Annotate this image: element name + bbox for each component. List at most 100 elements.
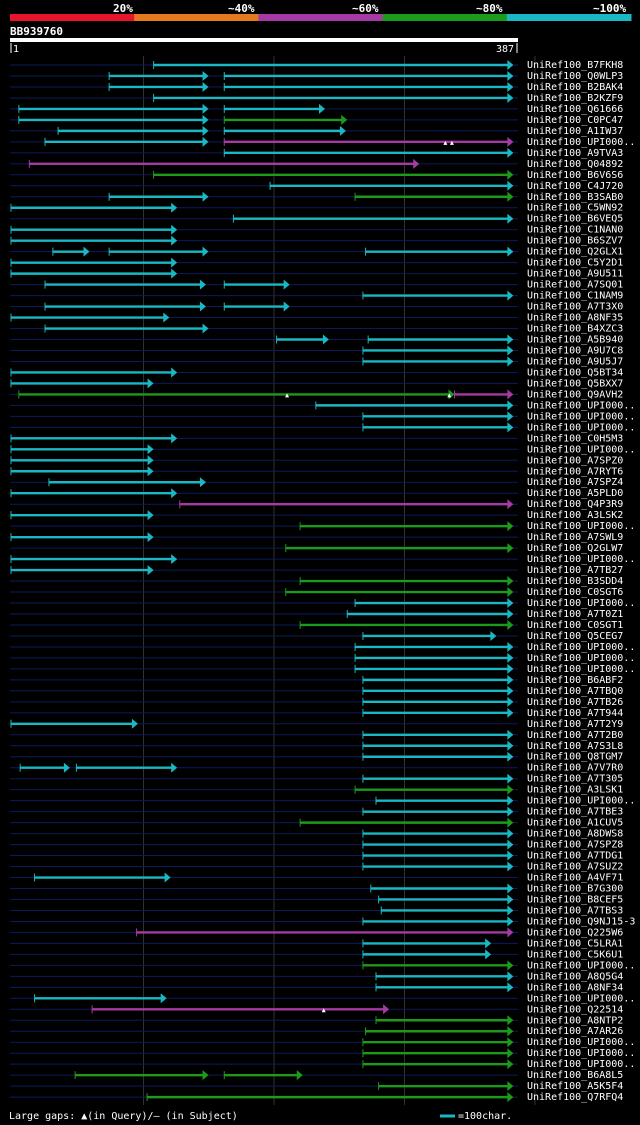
hit-row[interactable]: UniRef100_A7TBS3 bbox=[380, 905, 623, 916]
hit-label[interactable]: UniRef100_UPI000.. bbox=[527, 554, 635, 565]
hit-label[interactable]: UniRef100_A1IW37 bbox=[527, 126, 623, 137]
hit-label[interactable]: UniRef100_C0PC47 bbox=[527, 115, 623, 126]
hit-label[interactable]: UniRef100_C4J720 bbox=[527, 181, 623, 192]
hit-row[interactable]: UniRef100_A7SPZ8 bbox=[362, 839, 623, 851]
hit-row[interactable]: UniRef100_A4VF71 bbox=[34, 872, 624, 884]
hit-row[interactable]: UniRef100_A1IW37 bbox=[57, 125, 623, 137]
hit-row[interactable]: UniRef100_UPI000.. bbox=[10, 444, 635, 455]
hit-label[interactable]: UniRef100_A7RYT6 bbox=[527, 466, 623, 477]
hit-label[interactable]: UniRef100_A8Q5G4 bbox=[527, 971, 623, 982]
hit-label[interactable]: UniRef100_Q5BT34 bbox=[527, 367, 623, 378]
hit-row[interactable]: UniRef100_UPI000.. bbox=[362, 1059, 635, 1070]
hit-label[interactable]: UniRef100_A8NTP2 bbox=[527, 1015, 623, 1026]
hit-row[interactable]: UniRef100_B8CEF5 bbox=[378, 894, 624, 905]
hit-row[interactable]: UniRef100_A7AR26 bbox=[365, 1026, 624, 1037]
hit-row[interactable]: UniRef100_C4J720 bbox=[269, 180, 623, 192]
hit-label[interactable]: UniRef100_A7TBE3 bbox=[527, 807, 623, 818]
hit-label[interactable]: UniRef100_Q5CEG7 bbox=[527, 631, 623, 642]
hit-row[interactable]: UniRef100_B6A8L5 bbox=[74, 1070, 623, 1081]
hit-label[interactable]: UniRef100_UPI000.. bbox=[527, 796, 635, 807]
hit-row[interactable]: UniRef100_UPI000.. bbox=[34, 993, 636, 1004]
hit-row[interactable]: UniRef100_Q5BXX7 bbox=[10, 378, 623, 389]
hit-label[interactable]: UniRef100_C5K6U1 bbox=[527, 949, 623, 960]
hit-label[interactable]: UniRef100_B6SZV7 bbox=[527, 236, 623, 247]
hit-label[interactable]: UniRef100_A4VF71 bbox=[527, 873, 623, 884]
hit-row[interactable]: UniRef100_A8NTP2 bbox=[375, 1015, 623, 1026]
hit-label[interactable]: UniRef100_A5B940 bbox=[527, 335, 623, 346]
hit-row[interactable]: UniRef100_A9U7C8 bbox=[362, 345, 623, 356]
hit-row[interactable]: UniRef100_UPI000.. bbox=[354, 598, 635, 609]
hit-label[interactable]: UniRef100_B2KZF9 bbox=[527, 93, 623, 104]
hit-row[interactable]: UniRef100_C0SGT6 bbox=[285, 587, 624, 598]
hit-label[interactable]: UniRef100_Q5BXX7 bbox=[527, 378, 623, 389]
hit-label[interactable]: UniRef100_B2BAK4 bbox=[527, 82, 623, 93]
hit-row[interactable]: UniRef100_UPI000.. bbox=[362, 1037, 635, 1048]
hit-label[interactable]: UniRef100_UPI000.. bbox=[527, 960, 635, 971]
hit-row[interactable]: UniRef100_A7TDG1 bbox=[362, 850, 623, 862]
hit-row[interactable]: UniRef100_UPI000.. bbox=[362, 411, 635, 422]
hit-row[interactable]: UniRef100_B6VEQ5 bbox=[232, 213, 623, 225]
hit-label[interactable]: UniRef100_Q22514 bbox=[527, 1004, 623, 1015]
hit-row[interactable]: UniRef100_UPI000.. bbox=[362, 422, 635, 433]
hit-label[interactable]: UniRef100_A7T2Y9 bbox=[527, 719, 623, 730]
hit-row[interactable]: UniRef100_A7T944 bbox=[362, 707, 623, 719]
hit-row[interactable]: UniRef100_C5K6U1 bbox=[362, 949, 623, 960]
hit-row[interactable]: UniRef100_B6SZV7 bbox=[10, 235, 623, 247]
hit-label[interactable]: UniRef100_B6VEQ5 bbox=[527, 214, 623, 225]
hit-row[interactable]: UniRef100_A9U511 bbox=[10, 268, 623, 280]
hit-row[interactable]: UniRef100_A1CUV5 bbox=[299, 817, 623, 829]
hit-row[interactable]: UniRef100_Q0WLP3 bbox=[108, 70, 623, 82]
hit-row[interactable]: UniRef100_A9TVA3 bbox=[223, 147, 623, 159]
hit-label[interactable]: UniRef100_Q9NJ15-3 bbox=[527, 916, 635, 927]
hit-label[interactable]: UniRef100_UPI000.. bbox=[527, 137, 635, 148]
hit-label[interactable]: UniRef100_UPI000.. bbox=[527, 1048, 635, 1059]
hit-label[interactable]: UniRef100_A5PLD0 bbox=[527, 488, 623, 499]
hit-label[interactable]: UniRef100_A7TDG1 bbox=[527, 851, 623, 862]
hit-row[interactable]: UniRef100_Q4P3R9 bbox=[179, 499, 624, 510]
hit-label[interactable]: UniRef100_A9U5J7 bbox=[527, 356, 623, 367]
hit-label[interactable]: UniRef100_A1CUV5 bbox=[527, 818, 623, 829]
hit-label[interactable]: UniRef100_Q4P3R9 bbox=[527, 499, 623, 510]
hit-label[interactable]: UniRef100_A7SPZ8 bbox=[527, 840, 623, 851]
hit-label[interactable]: UniRef100_A7TB26 bbox=[527, 697, 623, 708]
hit-row[interactable]: UniRef100_B3SDD4 bbox=[299, 576, 623, 587]
hit-row[interactable]: UniRef100_A7TBQ0 bbox=[362, 685, 623, 697]
hit-row[interactable]: UniRef100_A5B940 bbox=[276, 334, 624, 346]
hit-label[interactable]: UniRef100_A7SWL9 bbox=[527, 532, 623, 543]
hit-row[interactable]: UniRef100_A7TB26 bbox=[362, 696, 623, 708]
hit-row[interactable]: UniRef100_B7FKH8 bbox=[153, 60, 624, 71]
hit-row[interactable]: UniRef100_Q8TGM7 bbox=[362, 751, 623, 763]
hit-row[interactable]: UniRef100_A7SPZ4 bbox=[48, 477, 623, 488]
hit-row[interactable]: UniRef100_UPI000.. bbox=[362, 1048, 635, 1059]
hit-label[interactable]: UniRef100_A7AR26 bbox=[527, 1026, 623, 1037]
hit-row[interactable]: UniRef100_A8DWS8 bbox=[362, 828, 623, 840]
hit-row[interactable]: UniRef100_A8NF35 bbox=[10, 312, 623, 324]
hit-label[interactable]: UniRef100_C5WN92 bbox=[527, 203, 623, 214]
hit-label[interactable]: UniRef100_UPI000.. bbox=[527, 642, 635, 653]
hit-row[interactable]: UniRef100_Q5CEG7 bbox=[362, 630, 623, 642]
hit-label[interactable]: UniRef100_UPI000.. bbox=[527, 411, 635, 422]
hit-label[interactable]: UniRef100_A7T0Z1 bbox=[527, 609, 623, 620]
hit-row[interactable]: UniRef100_Q2GLW7 bbox=[285, 543, 624, 554]
hit-row[interactable]: UniRef100_UPI000.. bbox=[315, 400, 636, 411]
hit-row[interactable]: UniRef100_C5LRA1 bbox=[362, 938, 623, 949]
hit-label[interactable]: UniRef100_B3SAB0 bbox=[527, 192, 623, 203]
hit-row[interactable]: UniRef100_A7T3X0 bbox=[44, 301, 623, 313]
hit-row[interactable]: UniRef100_UPI000.. bbox=[44, 136, 635, 148]
hit-label[interactable]: UniRef100_A7T2B0 bbox=[527, 730, 623, 741]
hit-row[interactable]: UniRef100_UPI000.. bbox=[354, 652, 635, 664]
hit-row[interactable]: UniRef100_A7V7R0 bbox=[19, 762, 623, 774]
hit-label[interactable]: UniRef100_Q9AVH2 bbox=[527, 389, 623, 400]
hit-label[interactable]: UniRef100_UPI000.. bbox=[527, 653, 635, 664]
hit-row[interactable]: UniRef100_B6ABF2 bbox=[362, 674, 623, 686]
hit-row[interactable]: UniRef100_A9U5J7 bbox=[362, 356, 623, 367]
hit-label[interactable]: UniRef100_Q04892 bbox=[527, 159, 623, 170]
hit-row[interactable]: UniRef100_A7SWL9 bbox=[10, 532, 623, 543]
hit-row[interactable]: UniRef100_UPI000.. bbox=[299, 521, 635, 532]
hit-label[interactable]: UniRef100_B6ABF2 bbox=[527, 675, 623, 686]
hit-row[interactable]: UniRef100_A8NF34 bbox=[375, 982, 623, 993]
hit-label[interactable]: UniRef100_UPI000.. bbox=[527, 664, 635, 675]
hit-row[interactable]: UniRef100_A3LSK1 bbox=[354, 784, 623, 796]
hit-row[interactable]: UniRef100_Q2GLX1 bbox=[52, 246, 623, 258]
hit-row[interactable]: UniRef100_A5K5F4 bbox=[378, 1081, 624, 1092]
